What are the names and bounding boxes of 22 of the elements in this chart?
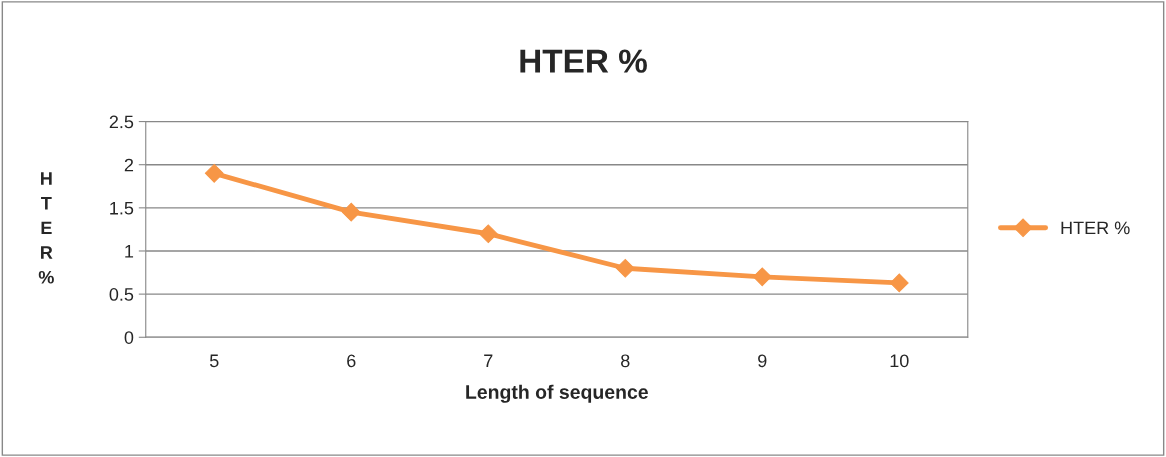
point [341, 202, 361, 222]
x-tick-label: 7 [484, 354, 493, 368]
x-tick-label: 8 [621, 354, 630, 368]
point [752, 267, 772, 287]
y-tick-label: 1.5 [110, 201, 134, 215]
point [478, 224, 498, 244]
legend-label: HTER % [1061, 221, 1130, 235]
x-tick-label: 5 [209, 354, 219, 368]
point [615, 258, 635, 278]
point [889, 273, 909, 293]
x-tick-label: 10 [890, 354, 909, 368]
x-axis-title: Length of sequence [466, 384, 648, 403]
y-axis-title: HTER % [38, 172, 54, 284]
x-tick-label: 9 [758, 354, 767, 368]
chart-title: HTER % [520, 49, 647, 73]
y-tick-label: 2.5 [109, 115, 134, 129]
y-tick-label: 2 [124, 158, 134, 172]
y-tick-label: 1 [125, 245, 134, 258]
y-tick-label: 0.5 [109, 288, 134, 301]
point [204, 163, 224, 183]
y-tick-label: 0 [124, 331, 134, 344]
x-tick-label: 6 [347, 354, 356, 368]
